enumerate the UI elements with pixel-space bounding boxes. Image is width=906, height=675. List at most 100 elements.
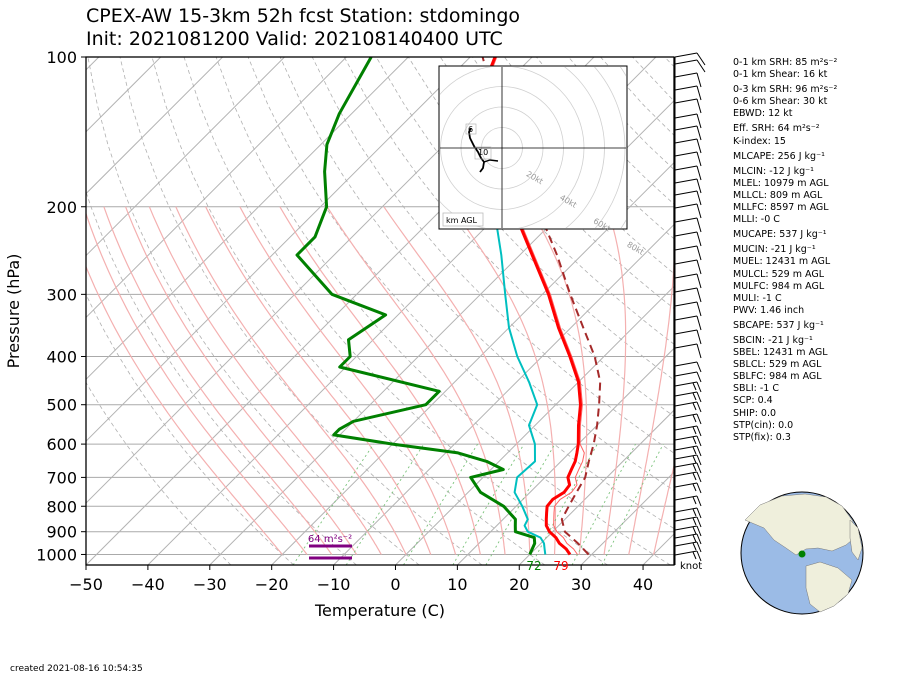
isotherm-line	[209, 100, 674, 565]
wind-barb	[674, 391, 698, 397]
station-marker	[798, 550, 806, 558]
param-line: SHIP: 0.0	[733, 407, 777, 419]
wind-barb-feather	[692, 426, 697, 435]
moist-adiabat	[86, 211, 308, 555]
wind-barb-feather	[692, 472, 697, 481]
param-line: 0-6 km Shear: 30 kt	[733, 96, 828, 108]
srh-annotation-group: 72 79 64 m²s⁻²	[308, 534, 569, 573]
param-line: 0-1 km Shear: 16 kt	[733, 69, 828, 81]
y-tick-label: 800	[46, 497, 77, 516]
wind-barb	[674, 533, 698, 539]
wind-barb-feather	[696, 507, 702, 519]
dry-adiabat	[215, 57, 671, 565]
dry-adiabat	[87, 57, 420, 565]
moist-adiabat	[653, 463, 674, 555]
wind-barb	[674, 471, 698, 477]
moist-adiabat	[528, 206, 588, 555]
wind-barb-feather	[696, 113, 702, 129]
param-line: MUEL: 12431 m AGL	[733, 256, 831, 268]
param-line: SBCIN: -21 J kg⁻¹	[733, 334, 813, 346]
hodograph-frame	[438, 65, 628, 230]
wind-barb-feather	[696, 371, 702, 383]
hodograph-label-box	[465, 123, 477, 135]
wind-barb-feather	[696, 315, 702, 331]
wind-barb	[674, 287, 698, 293]
wind-barb-feather	[696, 287, 702, 303]
moist-adiabat	[86, 265, 283, 555]
wind-barb-feather	[696, 231, 702, 247]
wind-barb-feather	[696, 217, 702, 233]
wind-barb	[674, 59, 698, 65]
param-line: 0-3 km SRH: 96 m²s⁻²	[733, 84, 838, 96]
moist-adiabat	[148, 206, 382, 555]
wind-barb	[674, 113, 698, 119]
moist-adiabat	[451, 206, 557, 555]
dewpoint-line	[295, 57, 537, 556]
wind-barb-feather	[696, 462, 702, 474]
wind-barb	[674, 245, 698, 251]
wind-barb-feather	[692, 526, 697, 535]
param-line: MUCIN: -21 J kg⁻¹	[733, 244, 816, 256]
wind-barb-feather	[696, 401, 702, 413]
wind-barb-feather	[696, 245, 702, 261]
wind-barb-feather	[696, 329, 702, 345]
isotherm-line	[457, 347, 674, 565]
y-axis-label: Pressure (hPa)	[4, 254, 23, 369]
wind-barbs	[674, 52, 706, 565]
hodograph-label-box	[474, 146, 492, 160]
wind-barb	[674, 550, 698, 556]
wind-barb	[674, 190, 698, 196]
wind-barb-feather	[696, 361, 702, 373]
parcel-line	[481, 57, 602, 556]
wind-barb	[674, 482, 698, 488]
param-line: STP(fix): 0.3	[733, 431, 791, 443]
param-line: MLEL: 10979 m AGL	[733, 177, 829, 189]
srh-annotation-label: 64 m²s⁻²	[308, 534, 352, 545]
wind-barb-feather	[696, 550, 702, 562]
wind-barb	[674, 329, 698, 335]
wind-barb-feather	[692, 392, 697, 401]
wind-barb-feather	[692, 436, 697, 445]
wind-barb-feather	[696, 178, 702, 194]
moist-adiabat	[279, 206, 481, 555]
dry-adiabat	[247, 57, 674, 530]
wind-barb	[674, 273, 698, 279]
isotherm-line	[86, 57, 471, 442]
wind-barb-feather	[696, 203, 702, 219]
wind-barb-feather	[696, 301, 702, 317]
plot-frame	[85, 56, 675, 566]
wind-barb	[674, 231, 698, 237]
x-tick-label: 30	[571, 575, 591, 594]
wind-barb-feather	[696, 525, 702, 537]
isotherm-line	[518, 409, 674, 565]
param-line: Eff. SRH: 64 m²s⁻²	[733, 123, 820, 135]
wind-barb-feather	[692, 551, 697, 560]
isotherm-line	[86, 57, 285, 257]
wind-barb	[674, 507, 698, 513]
chart-title-line1: CPEX-AW 15-3km 52h fcst Station: stdomin…	[86, 5, 521, 27]
wind-barb-feather	[692, 496, 697, 505]
globe-africa-edge	[849, 519, 863, 561]
globe-south-america	[805, 561, 853, 613]
param-line: MULFC: 984 m AGL	[733, 280, 825, 292]
param-line: STP(cin): 0.0	[733, 419, 794, 431]
wind-barb-feather	[692, 463, 697, 472]
wind-barb	[674, 52, 698, 58]
wind-barb-feather	[696, 413, 702, 425]
param-line: EBWD: 12 kt	[733, 108, 793, 120]
y-tick-label: 1000	[36, 545, 77, 564]
wind-barb-feather	[692, 446, 697, 455]
mixing-ratio-line	[403, 443, 478, 565]
hodograph-height-label: 10	[478, 148, 488, 157]
param-line: PWV: 1.46 inch	[733, 304, 805, 316]
wind-barb-feather	[692, 517, 697, 526]
param-line: MLLCL: 809 m AGL	[733, 189, 823, 201]
isotherm-line	[86, 57, 409, 381]
wind-barb-feather	[696, 190, 702, 206]
wind-barb	[674, 435, 698, 441]
x-tick-label: 40	[633, 575, 653, 594]
moist-adiabat	[125, 206, 358, 555]
moist-adiabat	[239, 206, 457, 555]
